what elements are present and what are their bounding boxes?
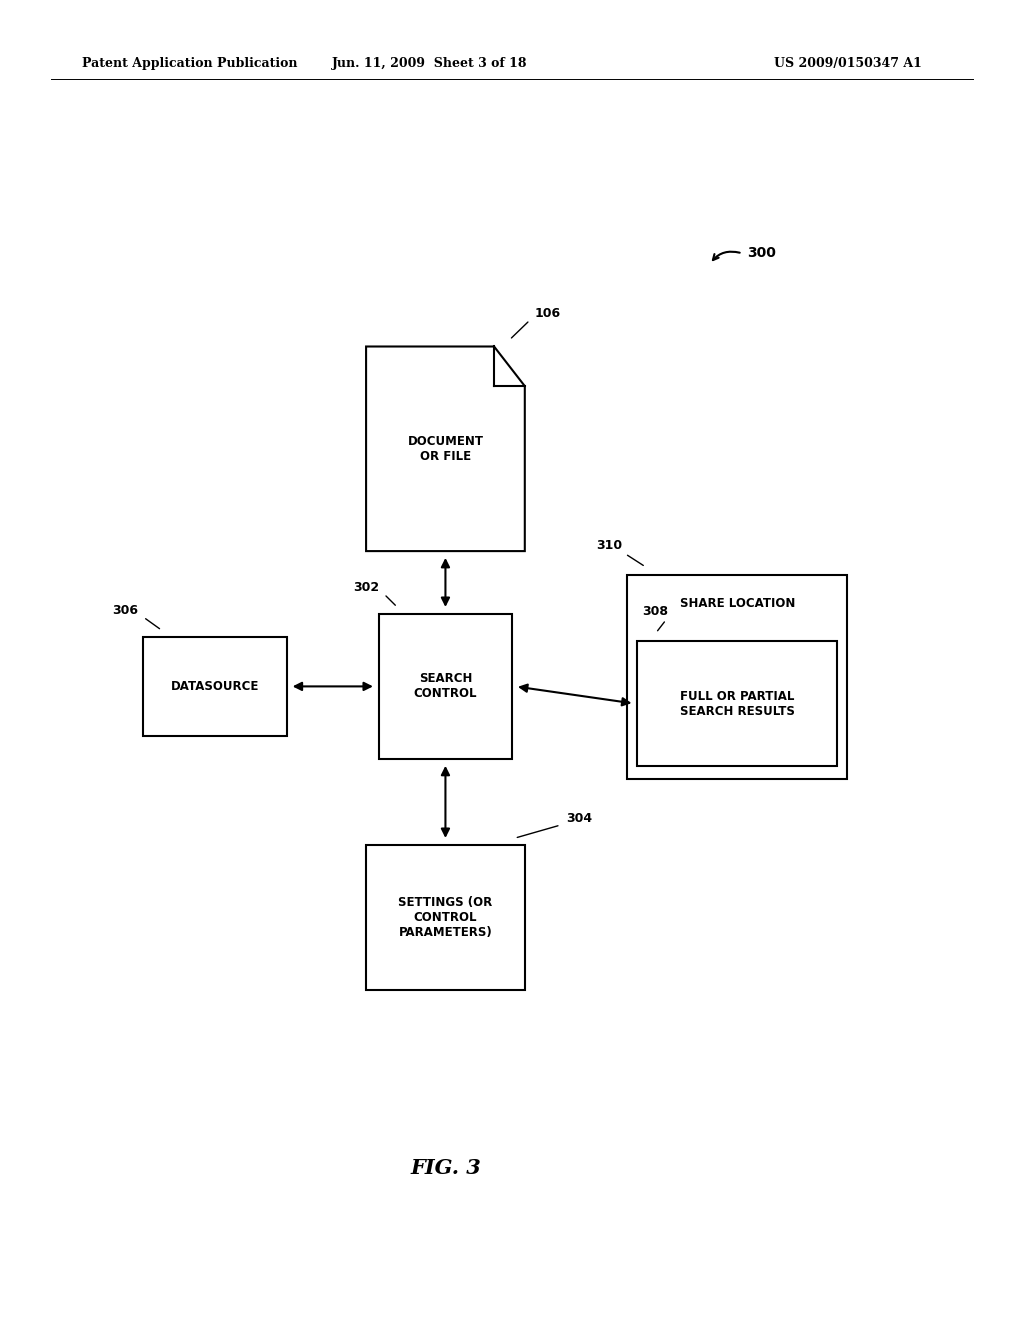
- Text: FIG. 3: FIG. 3: [410, 1158, 481, 1179]
- Text: 302: 302: [352, 581, 379, 594]
- Text: SEARCH
CONTROL: SEARCH CONTROL: [414, 672, 477, 701]
- Text: 304: 304: [565, 812, 592, 825]
- Bar: [367, 845, 524, 990]
- Text: SETTINGS (OR
CONTROL
PARAMETERS): SETTINGS (OR CONTROL PARAMETERS): [398, 896, 493, 939]
- Text: 106: 106: [535, 308, 561, 319]
- Text: 308: 308: [643, 606, 669, 618]
- Text: FULL OR PARTIAL
SEARCH RESULTS: FULL OR PARTIAL SEARCH RESULTS: [680, 689, 795, 718]
- Bar: [637, 640, 837, 766]
- Text: Patent Application Publication: Patent Application Publication: [82, 57, 297, 70]
- Polygon shape: [367, 346, 524, 552]
- Bar: [379, 614, 512, 759]
- Text: 310: 310: [596, 540, 622, 552]
- Text: 300: 300: [748, 247, 776, 260]
- Text: US 2009/0150347 A1: US 2009/0150347 A1: [774, 57, 922, 70]
- Text: DOCUMENT
OR FILE: DOCUMENT OR FILE: [408, 434, 483, 463]
- Text: 306: 306: [113, 605, 138, 616]
- Bar: [143, 638, 287, 737]
- Text: SHARE LOCATION: SHARE LOCATION: [680, 598, 795, 610]
- Text: DATASOURCE: DATASOURCE: [171, 680, 259, 693]
- Bar: [627, 576, 847, 779]
- Text: Jun. 11, 2009  Sheet 3 of 18: Jun. 11, 2009 Sheet 3 of 18: [333, 57, 527, 70]
